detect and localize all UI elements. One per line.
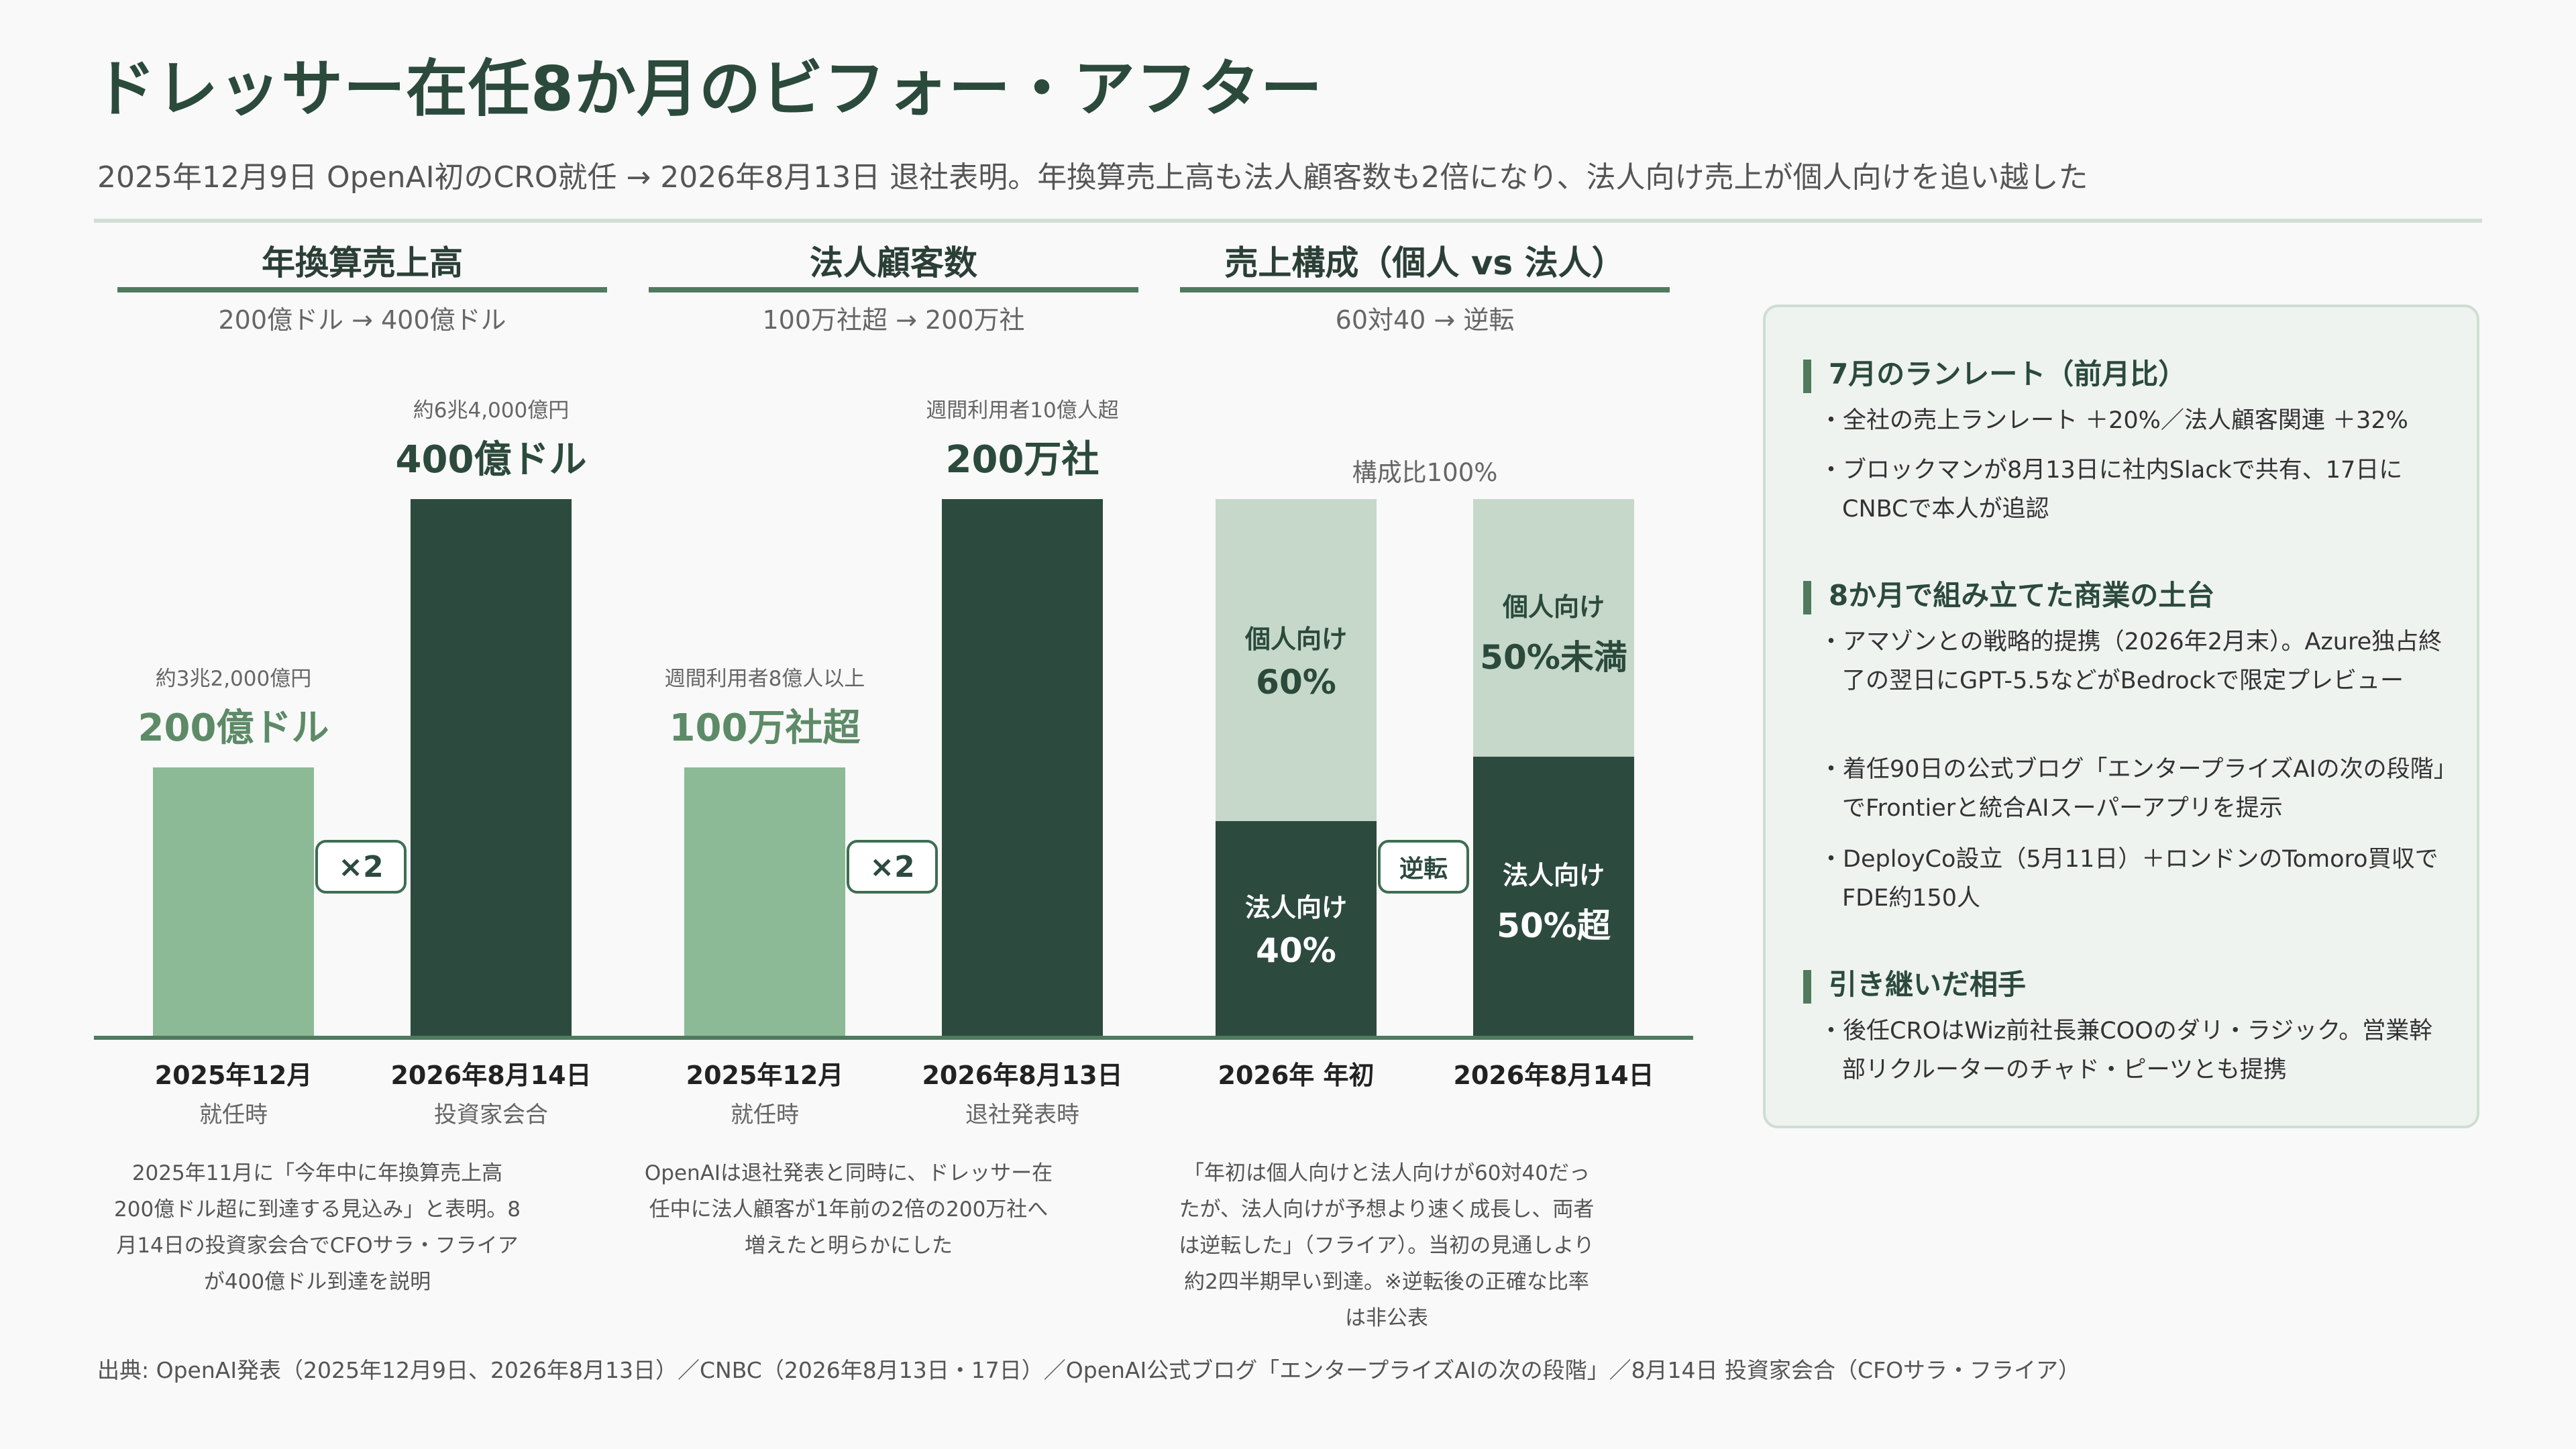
sidebar-bullet: ・アマゾンとの戦略的提携（2026年2月末）。Azure独占終了の翌日にGPT-…	[1819, 629, 2443, 694]
panel-title-customers: 法人顧客数	[810, 244, 977, 282]
sidebar-section-title: 7月のランレート（前月比）	[1829, 358, 2187, 390]
panel-note: OpenAIは退社発表と同時に、ドレッサー在任中に法人顧客が1年前の2倍の200…	[644, 1161, 1053, 1258]
bar-value-label: 200万社	[945, 438, 1099, 482]
x-tick-label: 2026年8月13日	[922, 1061, 1123, 1090]
bar-value-sublabel: 週間利用者8億人以上	[664, 667, 865, 691]
sidebar-bullet: ・全社の売上ランレート ＋20%／法人顧客関連 ＋32%	[1819, 407, 2408, 434]
bar-value-sublabel: 約6兆4,000億円	[413, 398, 570, 423]
panel-subtitle-revenue: 200億ドル → 400億ドル	[218, 305, 506, 335]
bar-before	[153, 767, 314, 1036]
segment-pct-corporate: 40%	[1256, 931, 1336, 970]
sidebar-bullet: ・着任90日の公式ブログ「エンタープライズAIの次の段階」でFrontierと統…	[1819, 756, 2446, 822]
x-tick-label: 2025年12月	[686, 1061, 844, 1090]
panel-subtitle-composition: 60対40 → 逆転	[1335, 305, 1515, 335]
segment-label-personal: 個人向け	[1244, 625, 1347, 654]
total-label: 構成比100%	[1352, 458, 1498, 487]
section-marker	[1803, 360, 1811, 393]
bar-after	[942, 499, 1103, 1036]
stack-segment-personal	[1473, 499, 1634, 757]
stack-segment-corporate	[1216, 821, 1377, 1036]
reversal-badge: 逆転	[1378, 840, 1469, 894]
bar-value-sublabel: 約3兆2,000億円	[155, 667, 312, 691]
growth-badge: ×2	[315, 840, 407, 894]
panel-rule-revenue	[117, 287, 607, 292]
sidebar-bullet: ・DeployCo設立（5月11日）＋ロンドンのTomoro買収でFDE約150…	[1819, 846, 2438, 912]
segment-pct-personal: 60%	[1256, 663, 1336, 702]
x-tick-note: 就任時	[199, 1102, 268, 1128]
panel-rule-composition	[1180, 287, 1670, 292]
bar-before	[684, 767, 845, 1036]
stack-segment-corporate	[1473, 757, 1634, 1036]
stack-segment-personal	[1216, 499, 1377, 821]
segment-pct-personal: 50%未満	[1480, 638, 1627, 677]
section-marker	[1803, 581, 1811, 614]
bar-value-label: 100万社超	[669, 706, 861, 750]
bar-value-sublabel: 週間利用者10億人超	[926, 398, 1119, 423]
page-subtitle: 2025年12月9日 OpenAI初のCRO就任 → 2026年8月13日 退社…	[97, 160, 2088, 195]
source-note: 出典: OpenAI発表（2025年12月9日、2026年8月13日）／CNBC…	[97, 1357, 2081, 1383]
panel-note: 2025年11月に「今年中に年換算売上高200億ドル超に到達する見込み」と表明。…	[114, 1161, 521, 1294]
panel-rule-customers	[649, 287, 1138, 292]
growth-badge: ×2	[847, 840, 938, 894]
panel-title-revenue: 年換算売上高	[262, 244, 463, 282]
sidebar-bullet: ・ブロックマンが8月13日に社内Slackで共有、17日にCNBCで本人が追認	[1819, 457, 2403, 523]
bar-value-label: 400億ドル	[395, 438, 587, 482]
x-tick-note: 投資家会合	[434, 1102, 548, 1128]
section-marker	[1803, 970, 1811, 1004]
chart-baseline	[94, 1036, 1693, 1040]
x-tick-note: 就任時	[731, 1102, 799, 1128]
x-tick-note: 退社発表時	[965, 1102, 1079, 1128]
segment-pct-corporate: 50%超	[1497, 906, 1611, 945]
x-tick-label: 2026年8月14日	[390, 1061, 592, 1090]
segment-label-corporate: 法人向け	[1502, 861, 1605, 890]
bar-value-label: 200億ドル	[138, 706, 329, 750]
page-title: ドレッサー在任8か月のビフォー・アフター	[94, 53, 1324, 125]
x-tick-label: 2025年12月	[154, 1061, 313, 1090]
sidebar-bullet: ・後任CROはWiz前社長兼COOのダリ・ラジック。営業幹部リクルーターのチャド…	[1819, 1018, 2433, 1083]
x-tick-label: 2026年 年初	[1218, 1061, 1375, 1090]
segment-label-personal: 個人向け	[1502, 592, 1605, 622]
panel-subtitle-customers: 100万社超 → 200万社	[762, 305, 1025, 335]
header-divider	[94, 219, 2482, 223]
segment-label-corporate: 法人向け	[1244, 893, 1347, 922]
sidebar-section-title: 8か月で組み立てた商業の土台	[1829, 579, 2215, 612]
sidebar-section-title: 引き継いだ相手	[1829, 968, 2027, 1001]
x-tick-label: 2026年8月14日	[1453, 1061, 1654, 1090]
panel-title-composition: 売上構成（個人 vs 法人）	[1224, 244, 1625, 282]
sidebar-panel: 7月のランレート（前月比） ・全社の売上ランレート ＋20%／法人顧客関連 ＋3…	[1763, 305, 2479, 1128]
bar-after	[411, 499, 572, 1036]
panel-note: 「年初は個人向けと法人向けが60対40だったが、法人向けが予想より速く成長し、両…	[1179, 1161, 1595, 1330]
